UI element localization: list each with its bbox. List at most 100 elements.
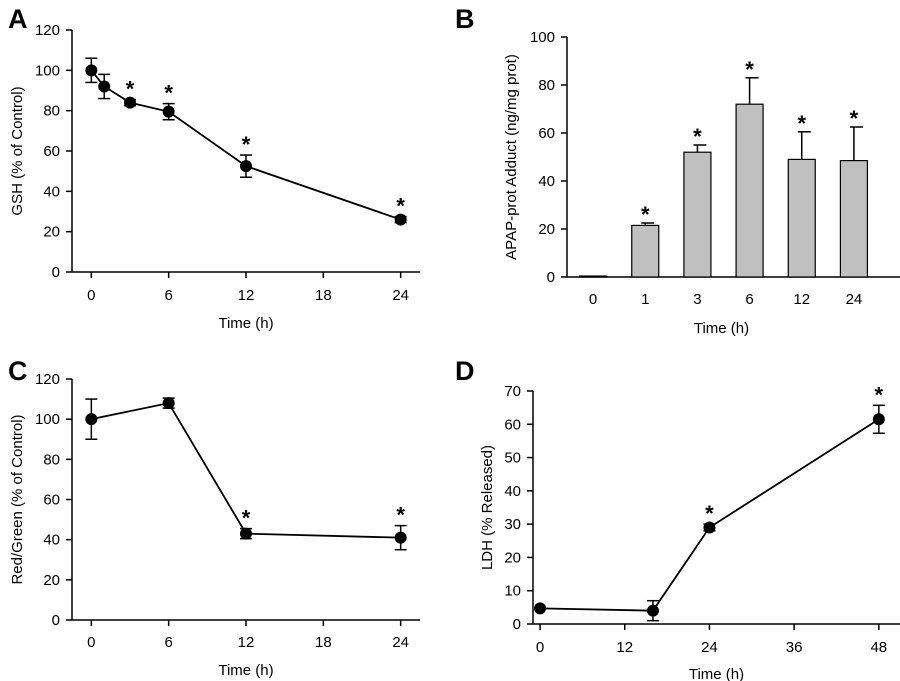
y-tick-label: 10 bbox=[504, 583, 521, 600]
y-tick-label: 0 bbox=[52, 264, 60, 281]
data-point bbox=[240, 160, 252, 173]
significance-asterisk: * bbox=[797, 111, 806, 136]
x-tick-label: 18 bbox=[315, 287, 332, 304]
data-point bbox=[162, 105, 175, 118]
x-tick-label: 0 bbox=[87, 634, 95, 651]
y-tick-label: 60 bbox=[43, 143, 60, 160]
data-point bbox=[646, 604, 659, 617]
significance-asterisk: * bbox=[705, 501, 714, 526]
y-tick-label: 30 bbox=[504, 516, 521, 533]
y-tick-label: 60 bbox=[504, 416, 521, 433]
significance-asterisk: * bbox=[242, 132, 251, 157]
significance-asterisk: * bbox=[396, 503, 405, 528]
x-tick-label: 0 bbox=[536, 639, 544, 656]
y-axis-title: APAP-prot Adduct (ng/mg prot) bbox=[503, 54, 520, 260]
y-tick-label: 60 bbox=[43, 492, 60, 509]
y-tick-label: 40 bbox=[504, 483, 521, 500]
y-tick-label: 80 bbox=[43, 451, 60, 468]
y-tick-label: 20 bbox=[43, 572, 60, 589]
x-tick-label: 0 bbox=[589, 291, 597, 308]
panel-b-letter: B bbox=[455, 4, 475, 34]
data-point bbox=[394, 531, 407, 544]
data-point bbox=[240, 527, 252, 540]
significance-asterisk: * bbox=[693, 124, 702, 149]
x-tick-label: 6 bbox=[745, 291, 753, 308]
y-tick-label: 50 bbox=[504, 450, 521, 467]
data-point bbox=[85, 64, 98, 77]
series-line bbox=[91, 402, 401, 539]
y-tick-label: 20 bbox=[538, 221, 555, 238]
y-tick-label: 0 bbox=[547, 269, 555, 286]
bar bbox=[787, 158, 816, 278]
data-point bbox=[85, 413, 98, 426]
significance-asterisk: * bbox=[396, 194, 405, 219]
significance-asterisk: * bbox=[641, 202, 650, 227]
significance-asterisk: * bbox=[242, 506, 251, 531]
y-tick-label: 20 bbox=[43, 224, 60, 241]
y-tick-label: 70 bbox=[504, 383, 521, 400]
x-tick-label: 0 bbox=[87, 287, 95, 304]
x-tick-label: 1 bbox=[641, 291, 649, 308]
y-tick-label: 0 bbox=[52, 612, 60, 629]
x-axis-title: Time (h) bbox=[694, 320, 749, 337]
x-tick-label: 24 bbox=[392, 287, 409, 304]
y-tick-label: 60 bbox=[538, 125, 555, 142]
series-line bbox=[540, 418, 880, 612]
y-tick-label: 100 bbox=[35, 62, 60, 79]
panel-d-letter: D bbox=[455, 356, 475, 386]
x-tick-label: 3 bbox=[693, 291, 701, 308]
y-tick-label: 40 bbox=[538, 173, 555, 190]
data-point bbox=[534, 602, 547, 615]
y-tick-label: 40 bbox=[43, 183, 60, 200]
x-tick-label: 24 bbox=[392, 634, 409, 651]
y-tick-label: 100 bbox=[530, 29, 555, 46]
bar bbox=[735, 103, 764, 278]
bar bbox=[631, 224, 660, 278]
panel-c-letter: C bbox=[8, 356, 28, 386]
data-point bbox=[872, 413, 885, 426]
x-tick-label: 12 bbox=[238, 634, 255, 651]
significance-asterisk: * bbox=[875, 382, 884, 407]
bar bbox=[839, 160, 869, 278]
data-point bbox=[98, 80, 111, 93]
data-point bbox=[394, 213, 407, 226]
significance-asterisk: * bbox=[745, 57, 754, 82]
data-point bbox=[124, 96, 136, 109]
y-tick-label: 100 bbox=[35, 411, 60, 428]
x-tick-label: 24 bbox=[846, 291, 863, 308]
y-axis-title: Red/Green (% of Control) bbox=[9, 414, 26, 584]
x-tick-label: 12 bbox=[238, 287, 255, 304]
y-tick-label: 80 bbox=[43, 103, 60, 120]
x-tick-label: 12 bbox=[793, 291, 810, 308]
bar bbox=[683, 151, 712, 278]
data-point bbox=[162, 397, 175, 410]
significance-asterisk: * bbox=[126, 77, 135, 102]
x-tick-label: 24 bbox=[701, 639, 718, 656]
significance-asterisk: * bbox=[850, 106, 859, 131]
significance-asterisk: * bbox=[164, 81, 173, 106]
x-tick-label: 6 bbox=[164, 634, 172, 651]
x-tick-label: 6 bbox=[164, 287, 172, 304]
x-tick-label: 12 bbox=[616, 639, 633, 656]
y-tick-label: 120 bbox=[35, 371, 60, 388]
data-point bbox=[703, 521, 716, 534]
x-tick-label: 36 bbox=[786, 639, 803, 656]
panel-a-letter: A bbox=[8, 4, 28, 34]
x-axis-title: Time (h) bbox=[218, 662, 273, 679]
y-tick-label: 40 bbox=[43, 532, 60, 549]
y-axis-title: GSH (% of Control) bbox=[9, 86, 26, 215]
bar bbox=[578, 275, 608, 278]
x-axis-title: Time (h) bbox=[689, 666, 744, 681]
y-axis-title: LDH (% Released) bbox=[479, 445, 496, 570]
x-tick-label: 18 bbox=[315, 634, 332, 651]
panel-d: D 0 10 20 30 40 50 60 70 LDH (% Released) Time (h)… bbox=[455, 356, 900, 681]
y-tick-label: 80 bbox=[538, 77, 555, 94]
y-tick-label: 120 bbox=[35, 22, 60, 39]
x-tick-label: 48 bbox=[870, 639, 887, 656]
y-tick-label: 20 bbox=[504, 549, 521, 566]
x-axis-title: Time (h) bbox=[218, 315, 273, 332]
